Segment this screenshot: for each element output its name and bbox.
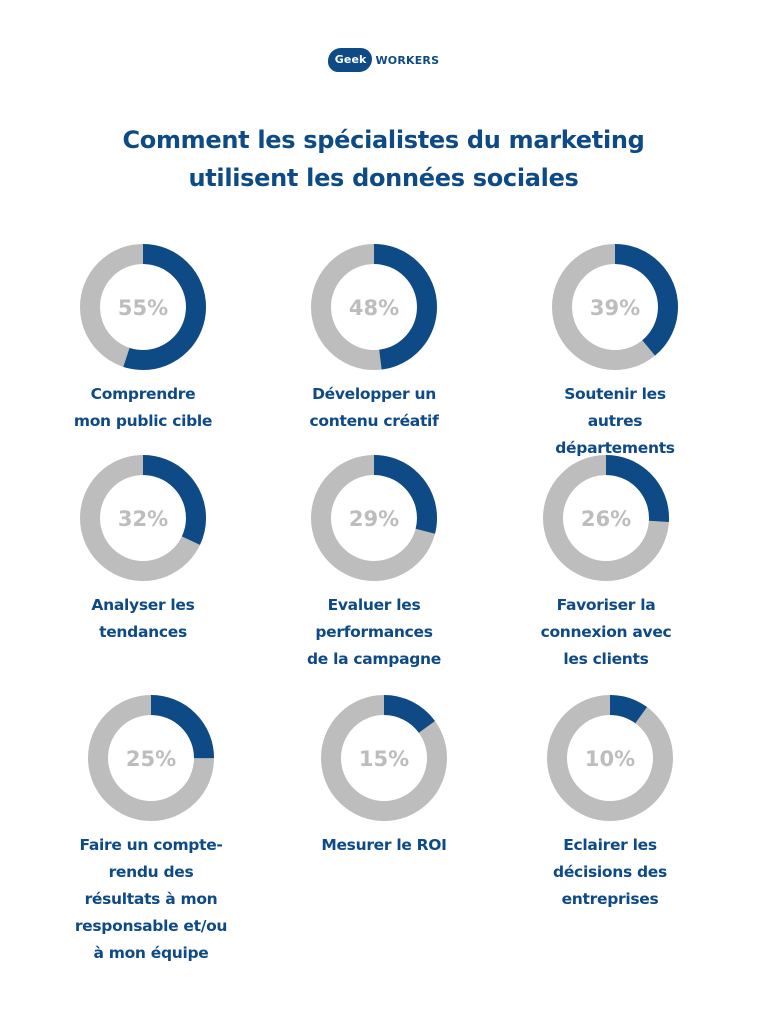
- donut-value-arc-1: [80, 244, 206, 370]
- donut-value-arc-8: [321, 695, 447, 821]
- donut-chart-9: 10%: [547, 695, 673, 821]
- donut-label-6: Favoriser la connexion avec les clients: [540, 596, 672, 668]
- donut-label-2: Développer un contenu créatif: [309, 385, 439, 430]
- donut-label-1: Comprendre mon public cible: [73, 385, 213, 430]
- title-line-1: Comment les spécialistes du marketing: [122, 126, 645, 154]
- donut-label-4: Analyser les tendances: [91, 596, 195, 641]
- donut-label-8: Mesurer le ROI: [321, 836, 447, 854]
- donut-chart-6: 26%: [543, 455, 669, 581]
- donut-item-7: 25% Faire un compte- rendu des résultats…: [41, 694, 261, 967]
- donut-chart-2: 48%: [311, 244, 437, 370]
- donut-value-arc-2: [311, 244, 437, 370]
- donut-value-arc-3: [552, 244, 678, 370]
- donut-value-arc-7: [88, 695, 214, 821]
- donut-value-arc-5: [311, 455, 437, 581]
- title-line-2: utilisent les données sociales: [188, 164, 579, 192]
- donut-value-arc-6: [543, 455, 669, 581]
- donut-label-3: Soutenir les autres départements: [555, 385, 675, 457]
- donut-percent-7: 25%: [126, 747, 176, 771]
- donut-percent-6: 26%: [581, 507, 631, 531]
- donut-value-arc-4: [80, 455, 206, 581]
- donut-label-9: Eclairer les décisions des entreprises: [553, 836, 667, 908]
- page-title: Comment les spécialistes du marketing ut…: [0, 121, 767, 197]
- donut-label-7: Faire un compte- rendu des résultats à m…: [74, 836, 228, 962]
- donut-value-arc-9: [547, 695, 673, 821]
- donut-label-5: Evaluer les performances de la campagne: [307, 596, 441, 668]
- donut-item-5: 29% Evaluer les performances de la campa…: [264, 454, 484, 673]
- logo-text: WORKERS: [375, 53, 440, 67]
- donut-percent-5: 29%: [349, 507, 399, 531]
- donut-chart-8: 15%: [321, 695, 447, 821]
- donut-percent-4: 32%: [118, 507, 168, 531]
- donut-percent-1: 55%: [118, 296, 168, 320]
- donut-chart-1: 55%: [80, 244, 206, 370]
- logo: Geek WORKERS: [0, 48, 767, 72]
- donut-chart-7: 25%: [88, 695, 214, 821]
- donut-item-6: 26% Favoriser la connexion avec les clie…: [496, 454, 716, 673]
- donut-percent-8: 15%: [359, 747, 409, 771]
- donut-item-9: 10% Eclairer les décisions des entrepris…: [500, 694, 720, 913]
- donut-percent-2: 48%: [349, 296, 399, 320]
- donut-item-4: 32% Analyser les tendances: [33, 454, 253, 646]
- donut-percent-9: 10%: [585, 747, 635, 771]
- donut-item-2: 48% Développer un contenu créatif: [264, 243, 484, 435]
- donut-percent-3: 39%: [590, 296, 640, 320]
- donut-item-3: 39% Soutenir les autres départements: [505, 243, 725, 462]
- donut-chart-4: 32%: [80, 455, 206, 581]
- donut-item-1: 55% Comprendre mon public cible: [33, 243, 253, 435]
- donut-item-8: 15% Mesurer le ROI: [274, 694, 494, 859]
- donut-chart-3: 39%: [552, 244, 678, 370]
- logo-badge: Geek: [327, 48, 373, 72]
- donut-chart-5: 29%: [311, 455, 437, 581]
